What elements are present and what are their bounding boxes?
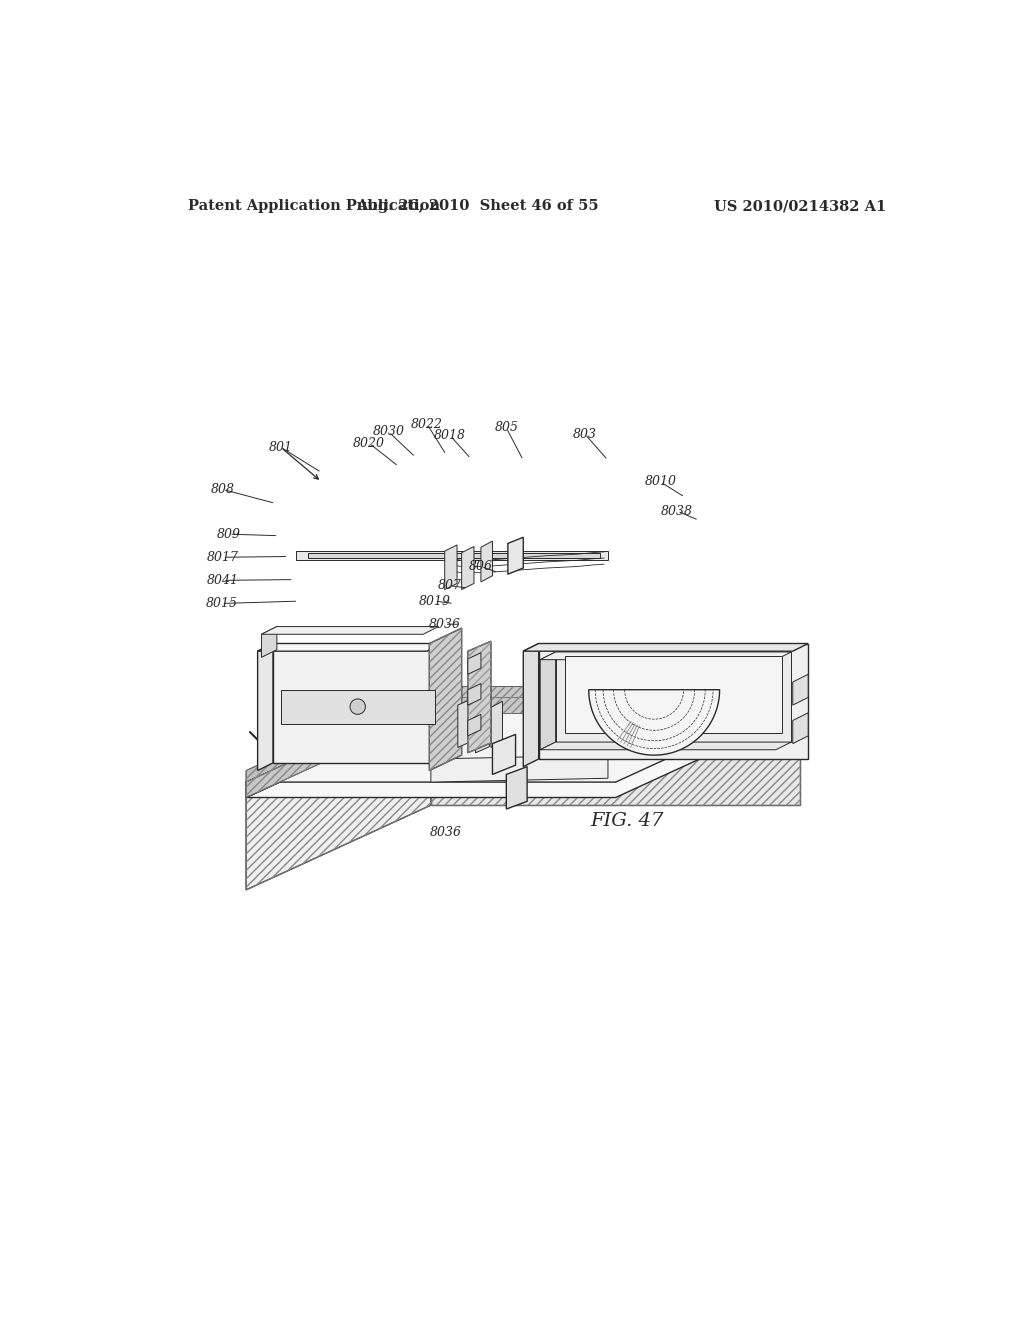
- Polygon shape: [539, 644, 808, 759]
- Polygon shape: [246, 713, 801, 797]
- Polygon shape: [246, 697, 431, 797]
- Polygon shape: [468, 642, 490, 752]
- Polygon shape: [431, 755, 608, 781]
- Text: 803: 803: [572, 428, 597, 441]
- Text: 8022: 8022: [411, 417, 443, 430]
- Polygon shape: [506, 767, 527, 809]
- Polygon shape: [793, 713, 808, 743]
- Text: FIG. 47: FIG. 47: [591, 812, 664, 829]
- Polygon shape: [462, 546, 474, 590]
- Polygon shape: [429, 628, 462, 771]
- Text: 8020: 8020: [353, 437, 385, 450]
- Polygon shape: [431, 697, 801, 713]
- Polygon shape: [523, 644, 539, 767]
- Polygon shape: [261, 627, 438, 635]
- Polygon shape: [431, 686, 801, 697]
- Text: US 2010/0214382 A1: US 2010/0214382 A1: [715, 199, 887, 213]
- Polygon shape: [246, 697, 431, 797]
- Polygon shape: [541, 652, 792, 660]
- Polygon shape: [431, 713, 801, 805]
- Text: 8030: 8030: [373, 425, 404, 438]
- Circle shape: [350, 700, 366, 714]
- Text: 8036: 8036: [429, 618, 461, 631]
- Text: 805: 805: [495, 421, 518, 434]
- Text: 801: 801: [268, 441, 293, 454]
- Polygon shape: [565, 656, 782, 733]
- Polygon shape: [468, 714, 481, 737]
- Polygon shape: [458, 700, 472, 747]
- Polygon shape: [258, 644, 442, 651]
- Polygon shape: [493, 734, 515, 775]
- Polygon shape: [589, 689, 720, 755]
- Polygon shape: [273, 644, 442, 763]
- Polygon shape: [246, 686, 431, 781]
- Polygon shape: [468, 653, 481, 675]
- Polygon shape: [307, 553, 600, 558]
- Text: 8041: 8041: [207, 574, 239, 587]
- Text: Patent Application Publication: Patent Application Publication: [188, 199, 440, 213]
- Polygon shape: [246, 697, 801, 781]
- Text: 8036: 8036: [430, 825, 462, 838]
- Polygon shape: [444, 545, 457, 590]
- Text: 8010: 8010: [644, 475, 676, 488]
- Text: 8017: 8017: [207, 550, 239, 564]
- Text: Aug. 26, 2010  Sheet 46 of 55: Aug. 26, 2010 Sheet 46 of 55: [355, 199, 598, 213]
- Polygon shape: [296, 552, 608, 561]
- Polygon shape: [541, 652, 556, 750]
- Polygon shape: [281, 689, 435, 725]
- Polygon shape: [793, 675, 808, 705]
- Polygon shape: [556, 652, 792, 742]
- Polygon shape: [481, 541, 493, 582]
- Text: 8018: 8018: [434, 429, 466, 442]
- Polygon shape: [523, 644, 808, 651]
- Text: 8019: 8019: [419, 594, 451, 607]
- Text: 8038: 8038: [662, 504, 693, 517]
- Polygon shape: [258, 644, 273, 771]
- Polygon shape: [541, 742, 792, 750]
- Polygon shape: [261, 627, 276, 657]
- Polygon shape: [508, 537, 523, 574]
- Text: 808: 808: [211, 483, 234, 496]
- Polygon shape: [490, 701, 503, 747]
- Text: 809: 809: [217, 528, 241, 541]
- Polygon shape: [431, 697, 801, 713]
- Text: 8015: 8015: [206, 597, 238, 610]
- Polygon shape: [475, 710, 489, 752]
- Text: 806: 806: [469, 560, 493, 573]
- Polygon shape: [468, 684, 481, 705]
- Polygon shape: [246, 713, 431, 890]
- Text: 807: 807: [438, 579, 462, 593]
